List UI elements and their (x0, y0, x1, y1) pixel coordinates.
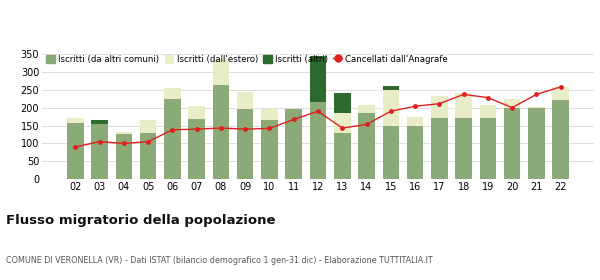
Bar (286, 109, 302, 179)
Bar (188, 119, 205, 179)
Bar (431, 96, 448, 118)
Text: COMUNE DI VERONELLA (VR) - Dati ISTAT (bilancio demografico 1 gen-31 dic) - Elab: COMUNE DI VERONELLA (VR) - Dati ISTAT (b… (6, 256, 433, 265)
Text: Flusso migratorio della popolazione: Flusso migratorio della popolazione (6, 214, 275, 227)
Bar (91, 124, 108, 179)
Bar (164, 99, 181, 179)
Bar (237, 92, 253, 109)
Bar (553, 87, 569, 101)
Bar (504, 108, 520, 179)
Bar (310, 102, 326, 179)
Bar (334, 93, 350, 113)
Bar (528, 108, 545, 179)
Bar (383, 125, 399, 179)
Bar (479, 105, 496, 118)
Bar (212, 59, 229, 85)
Bar (116, 134, 132, 179)
Bar (455, 93, 472, 118)
Bar (334, 133, 350, 179)
Bar (334, 113, 350, 133)
Legend: Iscritti (da altri comuni), Iscritti (dall'estero), Iscritti (altri), Cancellati: Iscritti (da altri comuni), Iscritti (da… (46, 55, 448, 64)
Bar (261, 120, 278, 179)
Bar (383, 86, 399, 90)
Bar (553, 101, 569, 179)
Bar (188, 106, 205, 119)
Bar (455, 118, 472, 179)
Bar (140, 120, 157, 133)
Bar (504, 99, 520, 108)
Bar (358, 113, 375, 179)
Bar (431, 118, 448, 179)
Bar (91, 120, 108, 124)
Bar (67, 118, 83, 123)
Bar (140, 133, 157, 179)
Bar (212, 85, 229, 179)
Bar (407, 116, 424, 126)
Bar (116, 132, 132, 134)
Bar (67, 123, 83, 179)
Bar (261, 109, 278, 120)
Bar (528, 107, 545, 108)
Bar (237, 109, 253, 179)
Bar (407, 126, 424, 179)
Bar (383, 90, 399, 125)
Bar (358, 105, 375, 113)
Bar (310, 56, 326, 102)
Bar (164, 88, 181, 99)
Bar (479, 118, 496, 179)
